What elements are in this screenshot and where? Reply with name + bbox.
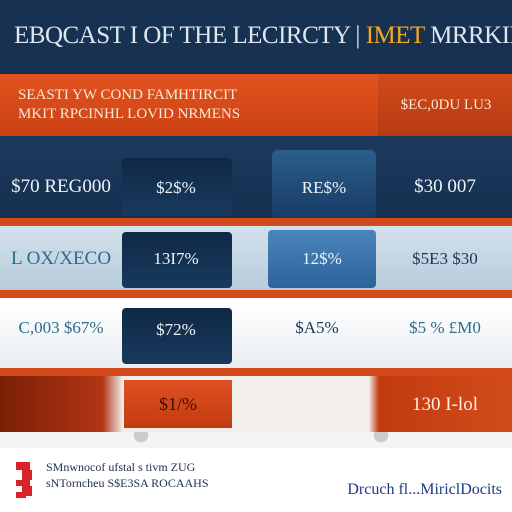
title-bar: [0, 0, 512, 74]
subheader-right-label: $EC,0DU LU3: [400, 97, 492, 113]
row-2-cell-3: 12$%: [302, 249, 342, 268]
row-3-cell-4: $5 % £M0: [409, 318, 481, 337]
row-2-cell-2: 13I7%: [153, 249, 199, 268]
row-2-cell-4: $5E3 $30: [412, 249, 478, 268]
support-peg: [374, 432, 388, 442]
footer: [0, 448, 512, 512]
table-row: [0, 226, 512, 290]
footer-line-1: SMnwnocof ufstal s tivm ZUG: [46, 460, 196, 474]
row-divider: [0, 290, 512, 298]
footer-line-2: sNTorncheu S$E3SA ROCAAHS: [46, 476, 209, 490]
title-accent: IMET: [365, 22, 425, 49]
row-4-cell-2: $1/%: [159, 394, 197, 414]
row-3-cell-1: C,003 $67%: [18, 318, 104, 337]
row-2-panel-left: [122, 232, 232, 288]
title-main: EBQCAST I OF THE LECIRCTY: [14, 22, 350, 49]
table-row: [0, 136, 512, 218]
title-divider: |: [355, 22, 360, 49]
subheader-line-2: MKIT RPCINHL LOVID NRMENS: [18, 106, 241, 122]
page-title: EBQCAST I OF THE LECIRCTY | IMET MRRKIE: [14, 22, 512, 56]
table-row: [0, 376, 512, 432]
row-3-cell-2: $72%: [156, 320, 196, 339]
subheader-left-panel: [0, 74, 378, 136]
support-peg: [134, 432, 148, 442]
row-divider: [0, 368, 512, 376]
row-4-cell-4: 130 I-lol: [412, 394, 478, 415]
table-row: [0, 298, 512, 368]
row-3-cell-3: $A5%: [295, 318, 339, 337]
brand-logo-icon: [14, 460, 36, 500]
row-2-panel-mid: [268, 230, 376, 288]
subheader-text: SEASTI YW COND FAMHTIRCIT MKIT RPCINHL L…: [18, 86, 358, 130]
row-1-panel-mid: [272, 150, 376, 220]
row-4-panel-left: [124, 380, 232, 428]
row-1-cell-2: $2$%: [156, 178, 196, 197]
row-1-panel-left: [122, 158, 232, 216]
row-2-cell-1: L OX/XECO: [10, 248, 112, 269]
title-end: MRRKIE: [430, 22, 512, 49]
subheader-right-panel: [378, 74, 512, 136]
row-1-cell-3: RE$%: [301, 178, 347, 197]
footer-brand: Drcuch fl...MiriclDocits: [347, 481, 502, 498]
footer-text: SMnwnocof ufstal s tivm ZUG sNTorncheu S…: [46, 459, 276, 499]
row-1-cell-1: $70 REG000: [11, 176, 111, 197]
row-1-cell-4: $30 007: [414, 176, 476, 197]
row-divider: [0, 218, 512, 226]
row-3-panel-left: [122, 308, 232, 364]
subheader-line-1: SEASTI YW COND FAMHTIRCIT: [18, 87, 238, 103]
